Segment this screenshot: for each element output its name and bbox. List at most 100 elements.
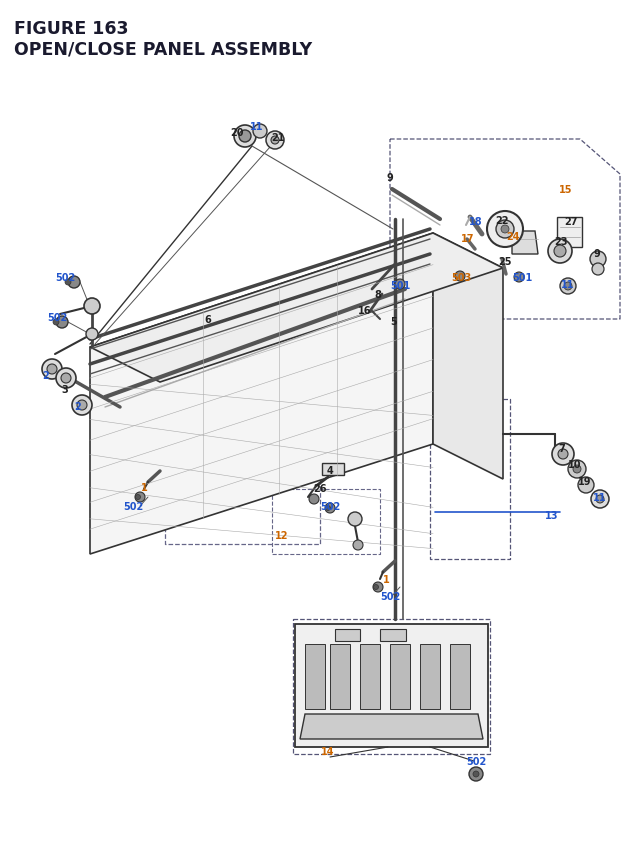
Circle shape [374, 585, 378, 590]
Circle shape [65, 280, 71, 286]
Circle shape [496, 220, 514, 238]
Circle shape [68, 276, 80, 288]
Circle shape [77, 400, 87, 411]
Circle shape [590, 251, 606, 268]
Circle shape [469, 767, 483, 781]
Text: 26: 26 [313, 483, 327, 493]
Text: 19: 19 [579, 476, 592, 486]
Circle shape [578, 478, 594, 493]
Polygon shape [433, 233, 503, 480]
Text: 22: 22 [495, 216, 509, 226]
Circle shape [558, 449, 568, 460]
Circle shape [552, 443, 574, 466]
Circle shape [326, 506, 330, 511]
Circle shape [592, 263, 604, 276]
Polygon shape [390, 644, 410, 709]
Circle shape [487, 212, 523, 248]
Circle shape [266, 132, 284, 150]
Polygon shape [557, 218, 582, 248]
Text: 16: 16 [358, 306, 372, 316]
Circle shape [53, 319, 59, 325]
Text: 502: 502 [320, 501, 340, 511]
Text: 8: 8 [374, 289, 381, 300]
Circle shape [473, 771, 479, 777]
Text: 15: 15 [559, 185, 573, 195]
Circle shape [253, 125, 267, 139]
Text: 18: 18 [469, 217, 483, 226]
Text: 14: 14 [321, 746, 335, 756]
Text: 27: 27 [564, 217, 578, 226]
Circle shape [271, 137, 279, 145]
Polygon shape [512, 232, 538, 255]
Text: 11: 11 [250, 122, 264, 132]
Circle shape [136, 495, 141, 500]
Text: 503: 503 [451, 273, 471, 282]
Polygon shape [90, 233, 433, 554]
Text: 21: 21 [271, 133, 285, 143]
Circle shape [501, 226, 509, 233]
Text: 501: 501 [512, 273, 532, 282]
Circle shape [135, 492, 145, 503]
Text: 9: 9 [594, 249, 600, 258]
Text: 13: 13 [545, 511, 559, 520]
Polygon shape [90, 233, 503, 382]
Circle shape [560, 279, 576, 294]
Circle shape [47, 364, 57, 375]
Circle shape [514, 273, 524, 282]
Circle shape [234, 126, 256, 148]
Circle shape [42, 360, 62, 380]
Text: 502: 502 [55, 273, 75, 282]
Polygon shape [450, 644, 470, 709]
Text: 11: 11 [561, 280, 575, 289]
Circle shape [554, 245, 566, 257]
Text: 4: 4 [326, 466, 333, 475]
Text: 20: 20 [230, 127, 244, 138]
Circle shape [568, 461, 586, 479]
Text: 1: 1 [383, 574, 389, 585]
Text: 12: 12 [275, 530, 289, 541]
Text: 501: 501 [390, 281, 410, 291]
Circle shape [564, 282, 572, 291]
Circle shape [309, 494, 319, 505]
Text: 2: 2 [43, 370, 49, 381]
Text: 23: 23 [554, 237, 568, 247]
Polygon shape [300, 714, 483, 739]
Circle shape [84, 299, 100, 314]
Polygon shape [322, 463, 344, 475]
Circle shape [395, 280, 405, 289]
Polygon shape [380, 629, 406, 641]
Text: 2: 2 [75, 401, 81, 412]
Text: 502: 502 [466, 756, 486, 766]
Circle shape [61, 374, 71, 383]
Text: 9: 9 [387, 173, 394, 183]
Text: FIGURE 163: FIGURE 163 [14, 20, 129, 38]
Text: 11: 11 [593, 492, 607, 503]
Polygon shape [335, 629, 360, 641]
Circle shape [325, 504, 335, 513]
Circle shape [72, 395, 92, 416]
Circle shape [596, 495, 604, 504]
Circle shape [353, 541, 363, 550]
Text: 502: 502 [123, 501, 143, 511]
Circle shape [455, 272, 465, 282]
Polygon shape [305, 644, 325, 709]
Polygon shape [330, 644, 350, 709]
Text: 25: 25 [499, 257, 512, 267]
Circle shape [86, 329, 98, 341]
Circle shape [348, 512, 362, 526]
Circle shape [373, 582, 383, 592]
Text: 1: 1 [141, 482, 147, 492]
Circle shape [239, 131, 251, 143]
Text: 502: 502 [47, 313, 67, 323]
Text: 502: 502 [380, 592, 400, 601]
Polygon shape [360, 644, 380, 709]
Text: OPEN/CLOSE PANEL ASSEMBLY: OPEN/CLOSE PANEL ASSEMBLY [14, 40, 312, 58]
Polygon shape [420, 644, 440, 709]
Circle shape [591, 491, 609, 508]
Text: 7: 7 [559, 443, 565, 454]
Circle shape [56, 317, 68, 329]
Text: 17: 17 [461, 233, 475, 244]
Text: 24: 24 [506, 232, 520, 242]
Circle shape [573, 466, 581, 474]
Circle shape [548, 239, 572, 263]
